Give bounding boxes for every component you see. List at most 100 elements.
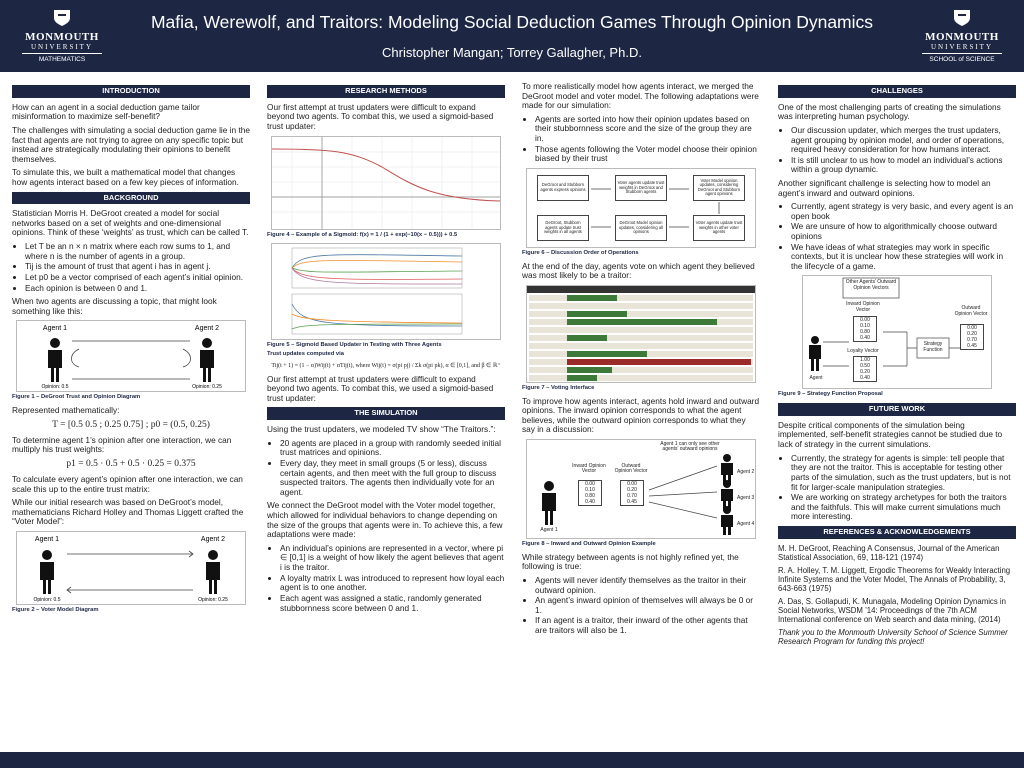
authors: Christopher Mangan; Torrey Gallagher, Ph… (382, 45, 642, 60)
footer (0, 752, 1024, 768)
flow-box: DeGroot Model opinion updates, consideri… (615, 214, 667, 241)
bullet-list: An individual’s opinions are represented… (267, 543, 505, 613)
path (291, 268, 463, 285)
path (71, 340, 191, 380)
figure: Agent 1 Agent 2 Opinion: 0.5 Opinion: 0.… (16, 320, 246, 393)
vector-entry: 1.00 (860, 357, 870, 364)
logo-text: MONMOUTH (925, 31, 999, 43)
rect (529, 374, 753, 381)
caption: Figure 2 – Voter Model Diagram (12, 606, 99, 613)
g (648, 465, 718, 519)
paragraph: Another significant challenge is selecti… (778, 177, 991, 198)
vector-label: Other Agents’ Outward Opinion Vectors (845, 279, 897, 291)
flow-box: Voter agents update trust weights in oth… (693, 214, 745, 241)
rect (567, 374, 597, 381)
figure: Agent 1 Agent 2 Opinion: 0.5 Opinion: 0.… (16, 530, 246, 605)
vector-entry: 0.40 (585, 498, 595, 505)
agent-label: Agent 2 (201, 536, 225, 543)
bullet: Currently, agent strategy is very basic,… (791, 201, 1016, 221)
reference: M. H. DeGroot, Reaching A Consensus, Jou… (778, 543, 1000, 562)
section-heading: CHALLENGES (778, 85, 1016, 98)
figure (526, 284, 756, 383)
caption: Figure 7 – Voting Interface (522, 384, 595, 391)
paragraph: At the end of the day, agents vote on wh… (522, 260, 755, 281)
flow-box: DeGroot, Stubborn agents update trust we… (537, 214, 589, 241)
flow-box: DeGroot and Stubborn agents express opin… (537, 174, 589, 201)
path (291, 267, 463, 281)
caption: Figure 9 – Strategy Function Proposal (778, 391, 883, 398)
opinion-label: Opinion: 0.25 (192, 384, 222, 390)
vector-entry: 0.00 (627, 480, 637, 487)
g (40, 549, 220, 594)
vector-entry: 0.00 (585, 480, 595, 487)
formula-label: Trust updates computed via (267, 350, 344, 357)
path (272, 136, 500, 229)
g (71, 340, 191, 380)
g (567, 294, 717, 381)
rect (567, 350, 647, 357)
logo-text: MONMOUTH (25, 31, 99, 43)
vector-entry: 0.70 (967, 337, 977, 344)
path (271, 148, 501, 202)
paragraph: Despite critical components of the simul… (778, 419, 1003, 450)
caption: Figure 4 – Example of a Sigmoid: f(x) = … (267, 231, 458, 238)
paragraph: To calculate every agent’s opinion after… (12, 473, 243, 494)
agent-label: Agent 4 (737, 520, 755, 527)
caption: Figure 1 – DeGroot Trust and Opinion Dia… (12, 394, 141, 401)
paragraph: While our initial research was based on … (12, 497, 244, 527)
bullet: If an agent is a traitor, their inward o… (535, 615, 760, 635)
bullet-list: Agents will never identify themselves as… (522, 575, 760, 636)
vector-entry: 0.40 (860, 335, 870, 342)
path (721, 462, 733, 485)
path (67, 553, 193, 591)
paragraph: Statistician Morris H. DeGroot created a… (12, 208, 249, 238)
g (66, 550, 194, 594)
agent-label: Agent 2 (737, 468, 755, 475)
figure: DeGroot and Stubborn agents express opin… (526, 167, 756, 248)
bullet: Currently, the strategy for agents is si… (791, 453, 1016, 492)
vector-label: Inward Opinion Vector (572, 462, 606, 475)
paragraph: How can an agent in a social deduction g… (12, 101, 200, 122)
bullet: Every day, they meet in small groups (5 … (280, 458, 505, 497)
logo-text: UNIVERSITY (922, 43, 1002, 54)
bullet-list: Agents are sorted into how their opinion… (522, 114, 760, 164)
crest (54, 10, 70, 26)
caption: Figure 6 – Discussion Order of Operation… (522, 249, 639, 256)
g (272, 136, 500, 229)
diagram: Agent 1 Agent 2 Opinion: 0.5 Opinion: 0.… (42, 325, 223, 390)
agent-label: Agent 1 (35, 536, 59, 543)
paragraph: We connect the DeGroot model with the Vo… (267, 500, 503, 540)
section-heading: FUTURE WORK (778, 403, 1016, 416)
g (809, 336, 821, 372)
vector-label: Outward Opinion Vector (954, 305, 988, 317)
logo-text: UNIVERSITY (22, 43, 102, 54)
column: RESEARCH METHODS Our first attempt at tr… (267, 82, 505, 750)
rect (529, 310, 753, 317)
g (591, 188, 720, 228)
path (954, 10, 970, 26)
vector-entry: 0.70 (627, 492, 637, 499)
bullet: We have ideas of what strategies may wor… (791, 242, 1016, 272)
note: Agent 1 can only see other agents’ outwa… (660, 440, 720, 453)
rect (529, 334, 753, 341)
vector-entry: 0.80 (585, 492, 595, 499)
path (291, 254, 463, 269)
g (48, 338, 214, 383)
bullet: Those agents following the Voter model c… (535, 144, 760, 164)
rect (567, 334, 607, 341)
reference: R. A. Holley, T. M. Liggett, Ergodic The… (778, 565, 1011, 593)
paragraph: When two agents are discussing a topic, … (12, 296, 217, 316)
logo-right: MONMOUTH UNIVERSITY SCHOOL of SCIENCE (912, 8, 1012, 63)
paragraph: Our first attempt at trust updaters were… (267, 373, 494, 403)
rect (567, 318, 717, 325)
agent-label: Agent 1 (43, 325, 67, 332)
rect (567, 310, 627, 317)
crest (954, 10, 970, 26)
bullet: Each opinion is between 0 and 1. (25, 283, 250, 294)
vector: 0.00 0.10 0.80 0.40 (853, 316, 877, 343)
path (40, 561, 54, 594)
g (542, 453, 733, 535)
bullet: Tij is the amount of trust that agent i … (25, 262, 250, 272)
section-heading: THE SIMULATION (267, 407, 505, 421)
